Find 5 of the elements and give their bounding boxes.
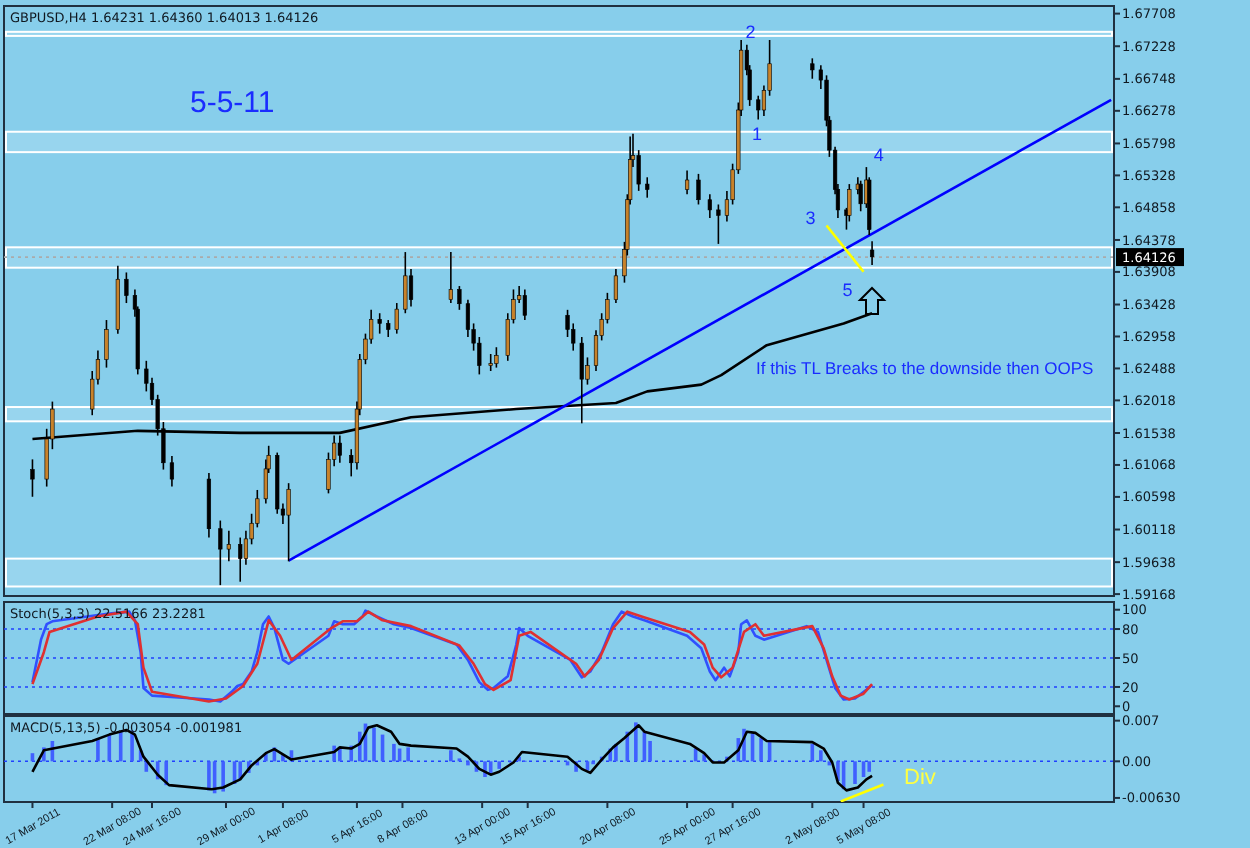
annotation: 3 bbox=[805, 207, 816, 228]
annotation: If this TL Breaks to the downside then OOPS bbox=[756, 358, 1094, 378]
annotation: 5 bbox=[842, 280, 853, 301]
annotation: 5-5-11 bbox=[190, 86, 275, 120]
annotation: Div bbox=[904, 766, 937, 790]
